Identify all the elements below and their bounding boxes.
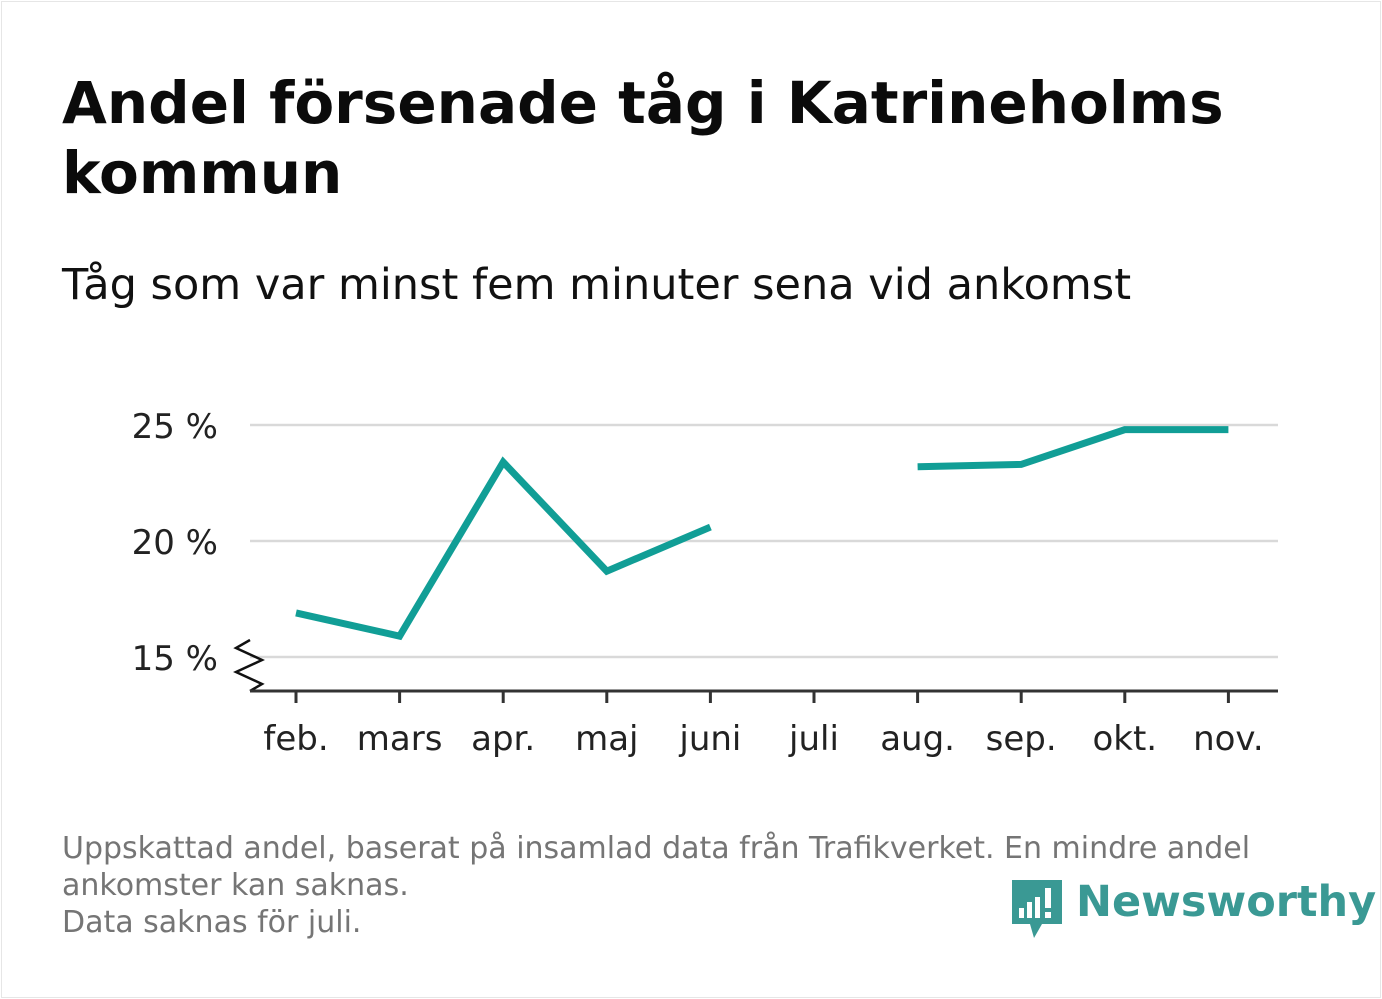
- series-line: [295, 456, 712, 641]
- footnote-line-3: Data saknas för juli.: [62, 905, 362, 940]
- x-tick-label: sep.: [986, 719, 1057, 759]
- x-tick-label: juli: [788, 719, 839, 759]
- footnote-line-1: Uppskattad andel, baserat på insamlad da…: [62, 831, 1251, 866]
- chart-subtitle: Tåg som var minst fem minuter sena vid a…: [62, 260, 1132, 310]
- y-tick-label: 15 %: [132, 639, 218, 679]
- y-tick-label: 20 %: [132, 523, 218, 563]
- x-tick-label: mars: [357, 719, 443, 759]
- chart-title: Andel försenade tåg i Katrineholms kommu…: [62, 69, 1224, 207]
- x-tick-label: maj: [575, 719, 638, 759]
- brand-name: Newsworthy: [1076, 877, 1377, 927]
- y-axis-ticks: 15 % 20 % 25 %: [132, 407, 265, 693]
- axis-break-mark: [233, 638, 265, 693]
- chat-bars-icon: [1012, 880, 1062, 938]
- series-lines: [295, 426, 1229, 641]
- x-tick-label: aug.: [880, 719, 955, 759]
- x-tick-label: apr.: [471, 719, 535, 759]
- x-tick-label: nov.: [1193, 719, 1264, 759]
- y-tick-label: 25 %: [132, 407, 218, 447]
- series-line: [917, 426, 1229, 471]
- footnote: Uppskattad andel, baserat på insamlad da…: [62, 830, 1312, 941]
- x-tick-label: feb.: [263, 719, 328, 759]
- footnote-line-2: ankomster kan saknas.: [62, 868, 409, 903]
- brand-logo: Newsworthy: [1012, 877, 1376, 942]
- x-tick-label: juni: [678, 719, 741, 759]
- gridlines: [250, 423, 1278, 659]
- x-axis: feb. mars apr. maj juni juli aug. sep. okt. nov.: [250, 689, 1278, 759]
- x-tick-label: okt.: [1092, 719, 1157, 759]
